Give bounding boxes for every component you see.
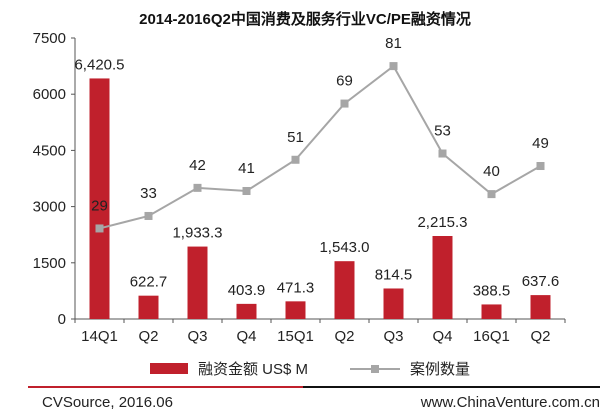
legend: 融资金额 US$ M 案例数量 <box>150 360 470 378</box>
line-point <box>389 62 398 71</box>
bar-data-label: 2,215.3 <box>417 214 467 231</box>
x-tick-label: 16Q1 <box>473 328 510 345</box>
line-point <box>95 224 104 233</box>
y-tick-label: 6000 <box>33 86 66 103</box>
bar-data-label: 622.7 <box>130 274 168 291</box>
bar <box>236 303 257 319</box>
bar <box>383 288 404 319</box>
plot-area: 0 1500 3000 4500 6000 7500 14Q1 Q2 Q3 Q4 15Q1 Q2 Q3 Q… <box>33 30 566 345</box>
line-point <box>144 211 153 220</box>
bar <box>187 246 208 319</box>
series-line <box>99 64 541 230</box>
line-point <box>340 99 349 108</box>
x-tick-label: Q2 <box>530 328 550 345</box>
line-point <box>242 186 251 195</box>
bar-data-label: 6,420.5 <box>74 56 124 73</box>
bar-data-label: 1,933.3 <box>172 225 222 242</box>
bar-data-label: 1,543.0 <box>319 239 369 256</box>
legend-line-marker <box>371 365 379 373</box>
line-data-label: 33 <box>140 185 157 202</box>
x-tick-label: Q3 <box>383 328 403 345</box>
bar <box>432 236 453 319</box>
bar-data-label: 637.6 <box>522 273 560 290</box>
y-tick-label: 3000 <box>33 199 66 216</box>
legend-bar-swatch <box>150 363 188 374</box>
x-tick-label: 14Q1 <box>81 328 118 345</box>
legend-bar-label: 融资金额 US$ M <box>198 361 308 378</box>
x-tick-label: Q2 <box>138 328 158 345</box>
bar <box>89 78 110 319</box>
line-point <box>487 190 496 199</box>
x-tick-label: Q2 <box>334 328 354 345</box>
line-data-label: 42 <box>189 157 206 174</box>
line-data-label: 51 <box>287 129 304 146</box>
bar <box>138 295 159 319</box>
line-data-label: 49 <box>532 135 549 152</box>
x-tick-label: Q4 <box>432 328 452 345</box>
bar-data-label: 471.3 <box>277 279 315 296</box>
bar-data-label: 814.5 <box>375 266 413 283</box>
bar <box>481 304 502 319</box>
legend-line-label: 案例数量 <box>410 360 470 378</box>
line-data-label: 69 <box>336 73 353 90</box>
line-point <box>291 155 300 164</box>
y-tick-label: 4500 <box>33 142 66 159</box>
x-tick-label: Q4 <box>236 328 256 345</box>
line-point <box>438 149 447 158</box>
footer-source: CVSource, 2016.06 <box>42 394 173 411</box>
line-data-label: 29 <box>91 197 108 214</box>
line-point <box>193 183 202 192</box>
y-tick-label: 1500 <box>33 255 66 272</box>
x-tick-label: Q3 <box>187 328 207 345</box>
y-tick-label: 0 <box>58 311 66 328</box>
bar <box>285 301 306 319</box>
bar <box>530 295 551 319</box>
footer-website: www.ChinaVenture.com.cn <box>420 394 600 411</box>
line-data-label: 81 <box>385 35 402 52</box>
line-point <box>536 162 545 171</box>
line-data-label: 40 <box>483 163 500 180</box>
chart-title: 2014-2016Q2中国消费及服务行业VC/PE融资情况 <box>139 10 471 28</box>
line-data-label: 53 <box>434 123 451 140</box>
x-tick-label: 15Q1 <box>277 328 314 345</box>
bar <box>334 261 355 319</box>
bar-data-label: 388.5 <box>473 282 511 299</box>
bar-data-label: 403.9 <box>228 282 266 299</box>
line-data-label: 41 <box>238 160 255 177</box>
y-tick-label: 7500 <box>33 30 66 47</box>
